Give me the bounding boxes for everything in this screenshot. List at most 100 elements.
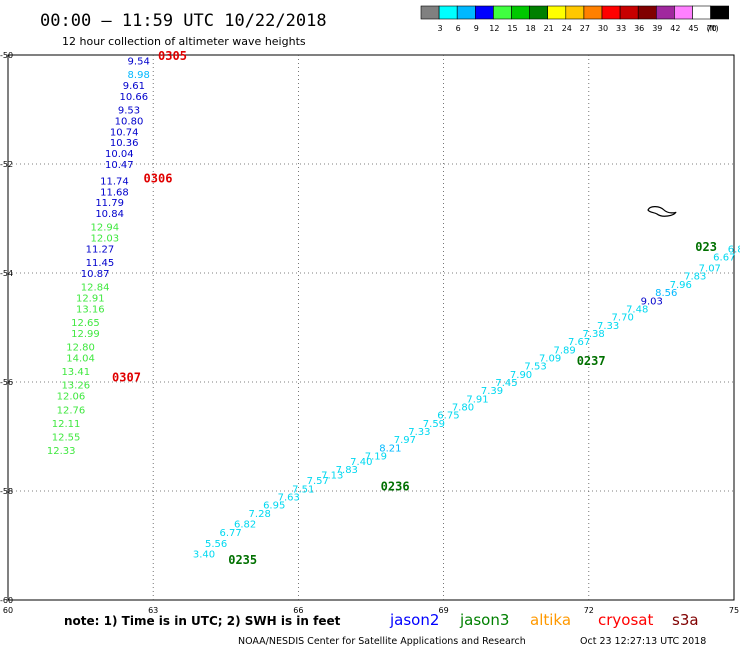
wave-height-color-scale: 3 6 9 12 15 18 21 24 27 30 33 36 39 42 45 70(ft) — [420, 5, 729, 33]
wave-height-value: 12.55 — [52, 433, 81, 444]
scale-swatch — [655, 5, 675, 20]
wave-height-value: 7.96 — [670, 280, 692, 291]
wave-height-value: 6.77 — [220, 528, 242, 539]
wave-height-value: 7.48 — [626, 304, 648, 315]
scale-label: 12 — [489, 24, 499, 33]
wave-height-value: 7.59 — [423, 419, 445, 430]
wave-height-value: 11.74 — [100, 176, 129, 187]
scale-swatch — [637, 5, 657, 20]
pass-time-label: 0236 — [381, 480, 410, 494]
x-tick-label: 72 — [584, 606, 594, 615]
wave-height-value: 7.28 — [249, 509, 271, 520]
pass-time-label: 0306 — [144, 172, 173, 186]
wave-height-value: 7.51 — [292, 484, 314, 495]
wave-height-value: 7.33 — [597, 321, 619, 332]
scale-label: 24 — [562, 24, 572, 33]
scale-label: 45 — [688, 24, 698, 33]
wave-height-value: 11.27 — [86, 244, 115, 255]
plot-frame — [7, 54, 735, 601]
scale-swatch — [438, 5, 458, 20]
footer-timestamp: Oct 23 12:27:13 UTC 2018 — [580, 636, 706, 647]
scale-label: 21 — [544, 24, 554, 33]
y-tick-label: -52 — [0, 160, 13, 169]
wave-height-value: 7.45 — [495, 378, 517, 389]
wave-height-value: 13.16 — [76, 304, 105, 315]
wave-height-value: 7.97 — [394, 435, 416, 446]
wave-height-value: 6.82 — [234, 520, 256, 531]
scale-swatch — [529, 5, 548, 20]
wave-height-value: 7.83 — [336, 465, 358, 476]
scale-label: 70 — [707, 24, 717, 33]
scale-label: 33 — [616, 24, 626, 33]
y-tick-label: -58 — [0, 487, 13, 496]
scale-swatch — [565, 5, 585, 20]
wave-height-value: 12.99 — [71, 329, 100, 340]
island-coastline — [647, 206, 677, 217]
wave-height-value: 10.47 — [105, 160, 134, 171]
wave-height-value: 12.65 — [71, 318, 100, 329]
wave-height-value: 8.21 — [379, 443, 401, 454]
wave-height-value: 7.07 — [699, 264, 721, 275]
wave-height-value: 11.68 — [100, 187, 129, 198]
wave-height-value: 10.74 — [110, 127, 139, 138]
wave-height-value: 7.40 — [350, 457, 372, 468]
wave-height-value: 6.75 — [437, 411, 459, 422]
wave-height-value: 6.67 — [713, 253, 735, 264]
scale-swatch — [547, 5, 567, 20]
scale-label: 6 — [456, 24, 461, 33]
wave-height-value: 12.80 — [66, 343, 95, 354]
scale-label: 27 — [580, 24, 590, 33]
y-tick-label: -60 — [0, 596, 13, 605]
satellite-legend: jason2 jason3 altika cryosat s3a — [389, 611, 699, 629]
wave-height-value: 7.09 — [539, 353, 561, 364]
scale-label: 39 — [652, 24, 662, 33]
y-tick-label: -54 — [0, 269, 13, 278]
wave-height-value: 9.53 — [118, 106, 140, 117]
grid-lines — [8, 55, 734, 600]
wave-height-value: 7.39 — [481, 386, 503, 397]
wave-height-value: 10.80 — [115, 116, 144, 127]
scale-swatch — [474, 5, 494, 20]
pass-time-label: 0235 — [228, 553, 257, 567]
x-tick-label: 60 — [3, 606, 13, 615]
wave-height-value: 3.40 — [193, 550, 215, 561]
wave-height-value: 5.56 — [205, 539, 227, 550]
scale-swatch — [583, 5, 603, 20]
pass-time-label: 0237 — [577, 354, 606, 368]
wave-height-value: 6.87 — [728, 244, 740, 255]
y-tick-label: -56 — [0, 378, 13, 387]
legend-altika: altika — [530, 611, 571, 629]
wave-height-value: 9.54 — [128, 56, 150, 67]
wave-height-value: 12.11 — [52, 419, 81, 430]
scale-label: 30 — [598, 24, 608, 33]
scale-swatch — [674, 5, 693, 20]
scale-swatch — [710, 5, 729, 20]
scale-swatch — [601, 5, 621, 20]
scale-label: 36 — [634, 24, 644, 33]
scale-swatch — [511, 5, 530, 20]
wave-height-value: 12.03 — [90, 234, 119, 245]
legend-cryosat: cryosat — [598, 611, 653, 629]
pass-time-label: 023 — [695, 240, 717, 254]
wave-height-value: 7.53 — [524, 362, 546, 373]
scale-swatch — [420, 5, 440, 20]
wave-height-value: 12.84 — [81, 283, 110, 294]
wave-height-value: 12.91 — [76, 294, 105, 305]
wave-height-value: 13.26 — [61, 381, 90, 392]
chart-subtitle: 12 hour collection of altimeter wave hei… — [62, 35, 306, 48]
scale-label: 3 — [438, 24, 443, 33]
wave-height-value: 10.36 — [110, 138, 139, 149]
wave-height-value: 8.98 — [128, 70, 150, 81]
wave-height-value: 12.76 — [57, 405, 86, 416]
plot-area: 60 63 66 69 72 75-50-52-54-56-58-60 9.548.989… — [0, 49, 740, 615]
wave-height-value: 8.56 — [655, 288, 677, 299]
wave-height-value: 11.79 — [95, 198, 124, 209]
wave-height-value: 10.84 — [95, 209, 124, 220]
wave-height-value: 10.04 — [105, 149, 134, 160]
wave-height-value: 9.61 — [123, 81, 145, 92]
wave-height-value: 6.95 — [263, 501, 285, 512]
wave-height-value: 7.38 — [583, 329, 605, 340]
scale-swatch — [619, 5, 639, 20]
scale-label: 42 — [670, 24, 680, 33]
footer-note: note: 1) Time is in UTC; 2) SWH is in fe… — [64, 614, 341, 628]
